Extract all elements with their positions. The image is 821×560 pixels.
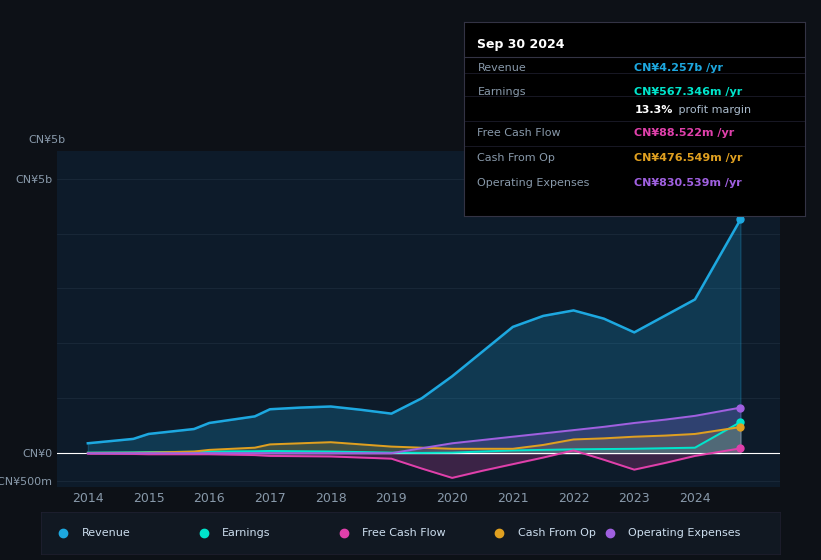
Text: Revenue: Revenue [82, 529, 131, 538]
Text: Earnings: Earnings [478, 87, 526, 97]
Text: Cash From Op: Cash From Op [478, 153, 555, 163]
Text: CN¥88.522m /yr: CN¥88.522m /yr [635, 128, 735, 138]
Text: CN¥567.346m /yr: CN¥567.346m /yr [635, 87, 742, 97]
Text: CN¥476.549m /yr: CN¥476.549m /yr [635, 153, 743, 163]
Text: Revenue: Revenue [478, 63, 526, 73]
Text: profit margin: profit margin [675, 105, 751, 114]
Text: Free Cash Flow: Free Cash Flow [363, 529, 446, 538]
Text: Operating Expenses: Operating Expenses [478, 178, 589, 188]
Text: CN¥4.257b /yr: CN¥4.257b /yr [635, 63, 723, 73]
Text: 13.3%: 13.3% [635, 105, 672, 114]
Text: CN¥830.539m /yr: CN¥830.539m /yr [635, 178, 742, 188]
Text: Earnings: Earnings [222, 529, 271, 538]
Text: Free Cash Flow: Free Cash Flow [478, 128, 561, 138]
Text: CN¥5b: CN¥5b [29, 135, 66, 145]
Text: Sep 30 2024: Sep 30 2024 [478, 38, 565, 51]
Text: Cash From Op: Cash From Op [518, 529, 595, 538]
Text: Operating Expenses: Operating Expenses [629, 529, 741, 538]
